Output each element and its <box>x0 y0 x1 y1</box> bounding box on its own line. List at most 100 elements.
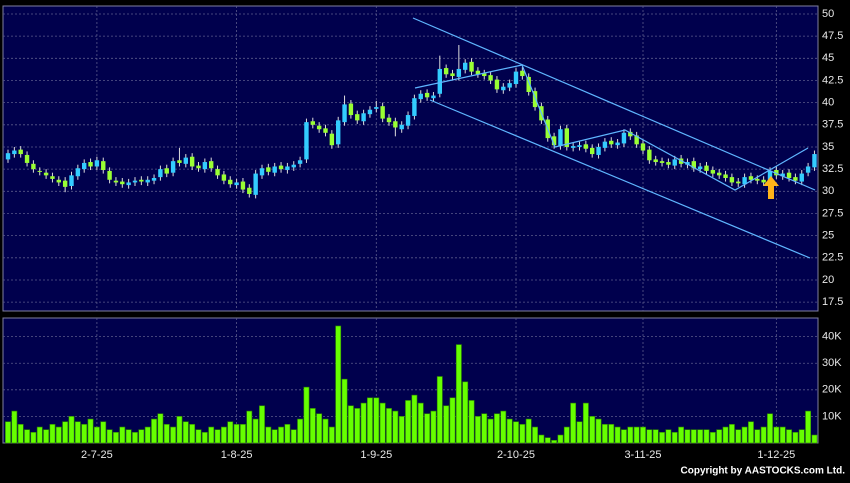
y-tick-label: 47.5 <box>822 30 843 42</box>
candle-body <box>393 121 398 128</box>
candle-body <box>628 131 633 137</box>
candle-body <box>450 73 455 77</box>
y-tick-label: 20 <box>822 274 834 286</box>
price-panel <box>2 5 819 312</box>
candle-body <box>793 177 798 181</box>
x-tick-label: 1-12-25 <box>757 449 795 461</box>
y-tick-label: 32.5 <box>822 163 843 175</box>
volume-bar <box>633 426 640 444</box>
volume-bar <box>481 413 488 444</box>
volume-bar <box>741 426 748 444</box>
candle-body <box>551 136 557 146</box>
candle-body <box>291 164 296 168</box>
volume-bar <box>455 344 462 444</box>
candle-body <box>412 98 417 116</box>
volume-bar <box>728 424 735 444</box>
volume-bar <box>221 426 227 444</box>
candle-body <box>647 149 652 161</box>
candle-body <box>355 114 360 121</box>
candle-body <box>621 132 627 144</box>
volume-bar <box>735 429 742 444</box>
volume-bar <box>106 429 113 444</box>
volume-bar <box>24 429 30 444</box>
y-tick-label: 30 <box>822 185 834 197</box>
candle-body <box>336 120 341 145</box>
candle-body <box>443 68 449 75</box>
volume-bar <box>151 418 157 444</box>
candle-body <box>532 91 538 108</box>
volume-bar <box>322 418 329 444</box>
volume-bar <box>798 429 805 444</box>
volume-bar <box>74 421 81 444</box>
volume-bar <box>652 429 659 444</box>
volume-bar <box>341 378 348 444</box>
candle-body <box>285 166 290 171</box>
x-tick-label: 2-10-25 <box>497 449 535 461</box>
volume-bar <box>786 429 792 444</box>
y-tick-label: 40K <box>822 331 842 343</box>
candle-body <box>183 157 188 164</box>
candle-body <box>43 172 49 176</box>
candle-body <box>685 162 690 165</box>
volume-bar <box>595 418 602 444</box>
candle-body <box>170 161 176 173</box>
candle-body <box>424 92 430 98</box>
candle-body <box>348 103 354 116</box>
volume-bar <box>557 434 564 444</box>
volume-bar <box>703 429 710 444</box>
candle-body <box>164 168 169 174</box>
candle-body <box>316 125 322 130</box>
candle-body <box>259 168 265 176</box>
volume-bar <box>684 429 691 444</box>
candle-body <box>323 128 328 133</box>
volume-bar <box>519 424 526 444</box>
candle-body <box>799 173 804 182</box>
candle-body <box>456 68 462 77</box>
candle-body <box>501 86 506 91</box>
candle-body <box>634 135 639 145</box>
candle-body <box>564 128 569 147</box>
volume-bar <box>367 397 373 444</box>
volume-bar <box>55 426 62 444</box>
channel-upper <box>412 17 816 191</box>
volume-bar <box>138 429 145 444</box>
volume-bar <box>538 434 545 444</box>
candle-body <box>659 161 665 163</box>
candle-body <box>780 173 785 177</box>
volume-bar <box>335 325 342 444</box>
arrow-marker <box>763 176 779 199</box>
volume-bar <box>646 429 653 444</box>
y-tick-label: 17.5 <box>822 296 843 308</box>
candle-body <box>107 170 112 180</box>
candle-body <box>748 176 754 180</box>
candle-body <box>615 142 620 146</box>
volume-bar <box>170 426 176 444</box>
volume-bar <box>43 429 49 444</box>
candle-body <box>253 173 258 195</box>
x-tick-label: 1-8-25 <box>221 449 253 461</box>
candle-body <box>767 170 773 184</box>
volume-bar <box>265 426 272 444</box>
volume-bar <box>570 402 577 444</box>
volume-bar <box>297 418 303 444</box>
volume-bar <box>513 421 519 444</box>
candle-body <box>18 149 23 155</box>
volume-bar <box>709 432 716 444</box>
candle-body <box>374 107 379 109</box>
volume-bar <box>379 402 386 444</box>
candle-body <box>56 179 61 183</box>
volume-bar <box>690 429 697 444</box>
mark-layer: 2-7-25 1-8-25 1-9-25 2-10-25 3-11-25 1-12-25 <box>5 45 818 461</box>
volume-bar <box>163 424 170 444</box>
volume-bar <box>284 424 291 444</box>
volume-bar <box>392 410 399 444</box>
volume-bar <box>487 418 494 444</box>
candle-body <box>139 179 144 182</box>
candle-body <box>62 180 68 187</box>
volume-bar <box>474 416 481 444</box>
y-tick-label: 40 <box>822 97 834 109</box>
candle-body <box>526 76 531 93</box>
y-tick-label: 45 <box>822 52 834 64</box>
volume-bar <box>278 426 284 444</box>
volume-bar <box>201 432 208 444</box>
